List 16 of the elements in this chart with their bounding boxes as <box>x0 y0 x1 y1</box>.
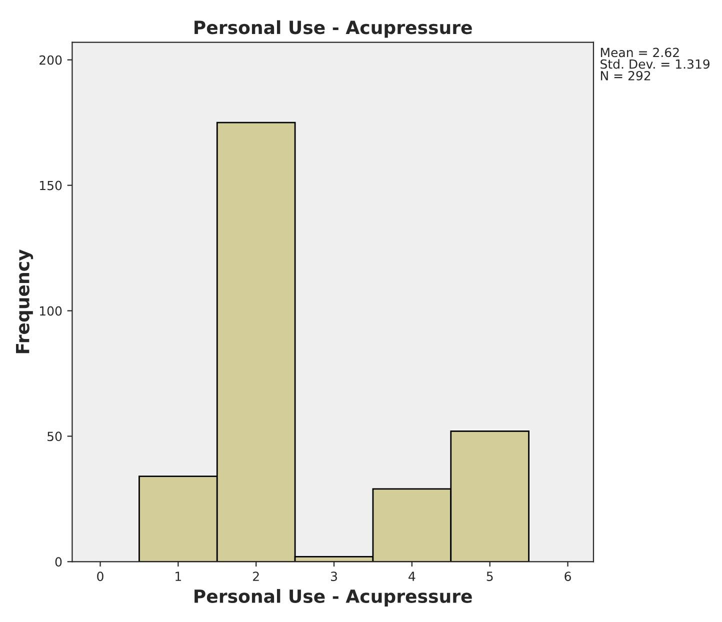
y-tick-label: 200 <box>40 55 62 65</box>
x-tick-label: 6 <box>564 572 571 582</box>
x-tick-label: 3 <box>330 572 337 582</box>
x-axis-title: Personal Use - Acupressure <box>194 589 472 607</box>
y-tick-label: 0 <box>55 557 62 567</box>
x-tick-label: 0 <box>97 572 104 582</box>
y-tick-label: 50 <box>48 432 62 442</box>
y-tick-label: 150 <box>40 180 62 190</box>
y-tick-label: 100 <box>40 306 62 316</box>
x-tick-label: 4 <box>408 572 416 581</box>
x-tick-label: 2 <box>253 572 259 581</box>
x-tick-label: 1 <box>176 572 181 581</box>
x-tick-label: 5 <box>486 572 493 582</box>
chart-title: Personal Use - Acupressure <box>194 20 472 38</box>
text: Mean = 2.62 Std. Dev. = 1.319 N = 292 <box>600 48 710 80</box>
y-axis-title: Frequency <box>16 249 34 354</box>
